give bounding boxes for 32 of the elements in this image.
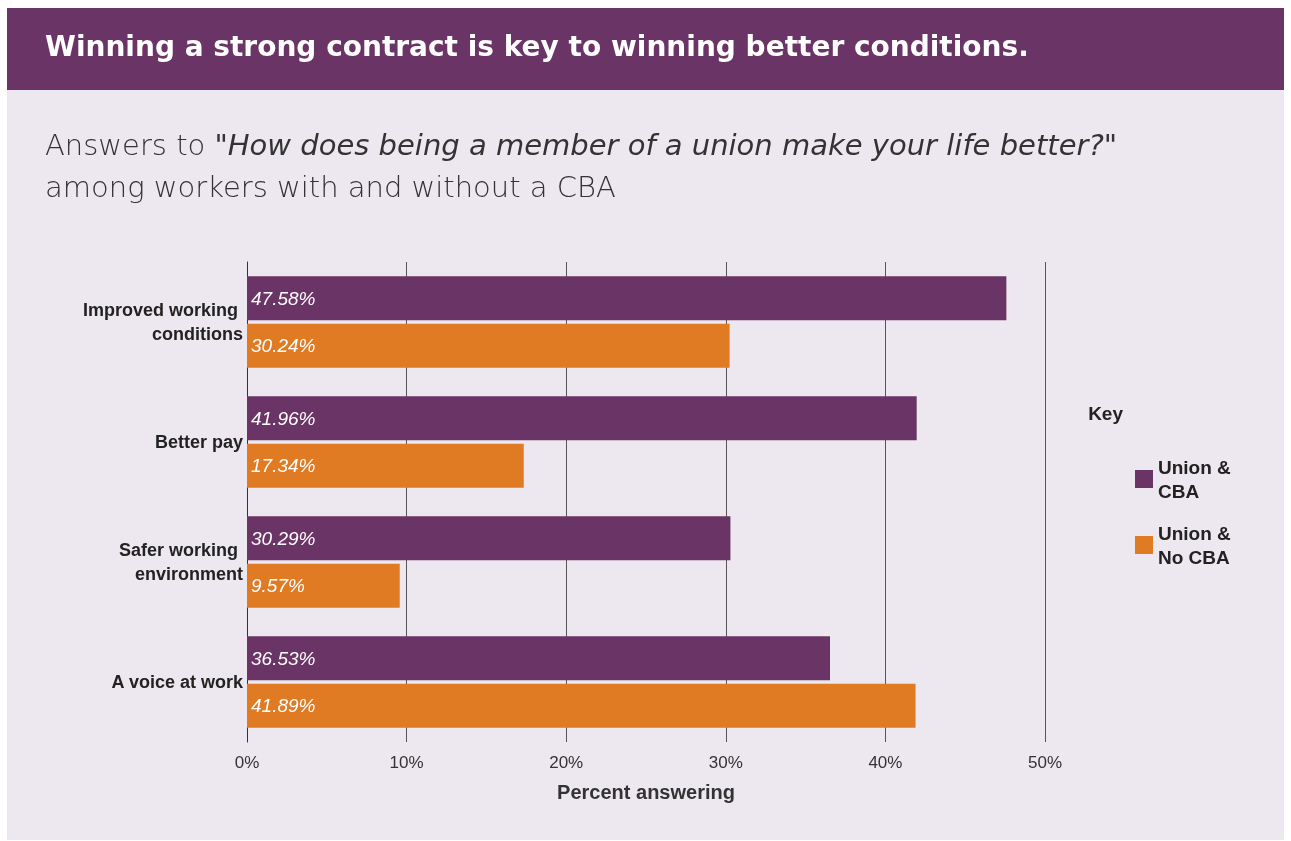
y-tick-label: Safer working environment: [118, 540, 243, 584]
data-label: 17.34%: [251, 455, 316, 477]
bar: [247, 516, 731, 561]
chart-title: Winning a strong contract is key to winning better conditions.: [45, 30, 1029, 63]
data-label: 41.96%: [251, 407, 316, 429]
data-label: 30.24%: [251, 335, 316, 357]
bar: [247, 276, 1007, 321]
x-tick-label: 10%: [389, 753, 424, 772]
x-tick-label: 50%: [1027, 753, 1063, 772]
x-tick-label: 40%: [868, 753, 903, 772]
data-label: 41.89%: [251, 695, 316, 717]
data-label: 36.53%: [251, 647, 316, 669]
x-tick-label: 20%: [549, 753, 584, 772]
y-tick-label: Better pay: [154, 432, 243, 452]
bar: [247, 563, 400, 608]
y-tick-label: A voice at work: [111, 672, 244, 692]
bar: [247, 683, 916, 728]
x-tick-label: 0%: [234, 753, 260, 772]
data-label: 9.57%: [251, 575, 305, 597]
data-label: 30.29%: [251, 527, 316, 549]
legend-label: Union & CBA: [1158, 456, 1237, 502]
legend-title: Key: [1088, 403, 1124, 424]
bar: [247, 396, 917, 441]
data-label: 47.58%: [251, 287, 316, 309]
bar: [247, 636, 831, 681]
y-tick-label: Improved working conditions: [82, 300, 243, 344]
x-tick-label: 30%: [708, 753, 743, 772]
legend-label: Union & No CBA: [1158, 522, 1237, 568]
bar: [247, 323, 730, 368]
chart-subtitle: Answers to "How does being a member of a union make your life better?" among workers with and without a CBA: [45, 127, 1119, 206]
x-axis-title: Percent answering: [557, 781, 735, 803]
bar: [247, 443, 524, 488]
